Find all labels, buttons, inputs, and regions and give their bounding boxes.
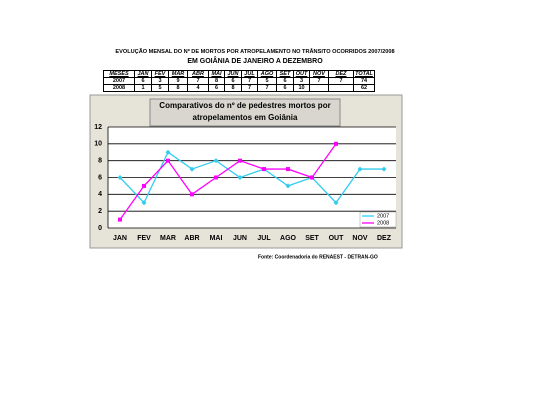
doc-title: EVOLUÇÃO MENSAL DO Nº DE MORTOS POR ATRO…	[115, 49, 395, 55]
marker	[262, 167, 266, 172]
y-tick-label: 4	[98, 191, 102, 198]
x-tick-label: JUL	[257, 235, 271, 242]
marker	[238, 158, 242, 163]
marker	[117, 175, 123, 180]
x-tick-label: JAN	[113, 235, 127, 242]
marker	[334, 141, 338, 146]
marker	[166, 158, 170, 163]
chart-title: atropelamentos em Goiânia	[193, 113, 298, 122]
x-tick-label: AGO	[280, 235, 297, 242]
x-tick-label: ABR	[184, 235, 199, 242]
y-tick-label: 12	[94, 124, 102, 131]
table-row: 2007 6 3 9 7 8 6 7 5 6 3 7 7 74	[103, 77, 375, 85]
marker	[237, 175, 243, 180]
header-row: MESES JAN FEV MAR ABR MAI JUN JUL AGO SET OUT NOV DE…	[103, 70, 375, 78]
marker	[214, 175, 218, 180]
marker	[141, 200, 147, 206]
marker	[165, 149, 171, 155]
x-tick-label: OUT	[329, 235, 345, 242]
y-tick-label: 10	[94, 141, 102, 148]
marker	[190, 192, 194, 197]
legend-label: 2008	[377, 220, 389, 226]
y-tick-label: 2	[98, 208, 102, 215]
x-tick-label: SET	[305, 235, 319, 242]
x-tick-label: DEZ	[377, 235, 392, 242]
y-tick-label: 0	[98, 225, 102, 232]
series-line	[119, 151, 384, 204]
series-line	[119, 143, 337, 220]
x-tick-label: FEV	[137, 235, 151, 242]
marker	[189, 166, 195, 172]
marker	[310, 175, 314, 180]
marker	[118, 217, 122, 222]
marker	[333, 200, 339, 206]
marker	[286, 167, 290, 172]
marker	[213, 158, 219, 164]
data-table: MESES JAN FEV MAR ABR MAI JUN JUL AGO SET OUT NOV DE…	[103, 70, 375, 92]
x-tick-label: NOV	[352, 235, 368, 242]
marker	[142, 183, 146, 188]
marker	[357, 166, 363, 172]
y-tick-label: 6	[98, 174, 102, 181]
legend-label: 2007	[377, 213, 389, 219]
y-tick-label: 8	[98, 158, 102, 165]
title-box	[149, 98, 341, 127]
marker	[381, 166, 387, 172]
x-tick-label: JUN	[233, 235, 247, 242]
marker	[285, 183, 291, 189]
table-row: 2008 1 5 8 4 6 8 7 7 6 10 62	[103, 84, 375, 92]
x-tick-label: MAR	[160, 235, 176, 242]
table-cell: 62	[353, 84, 375, 92]
chart-title: Comparativos do nº de pedestres mortos p…	[159, 101, 330, 110]
doc-subtitle: EM GOIÂNIA DE JANEIRO A DEZEMBRO	[187, 58, 323, 65]
source: Fonte: Coordenadoria do RENAEST - DETRAN…	[258, 254, 378, 260]
x-tick-label: MAI	[210, 235, 223, 242]
